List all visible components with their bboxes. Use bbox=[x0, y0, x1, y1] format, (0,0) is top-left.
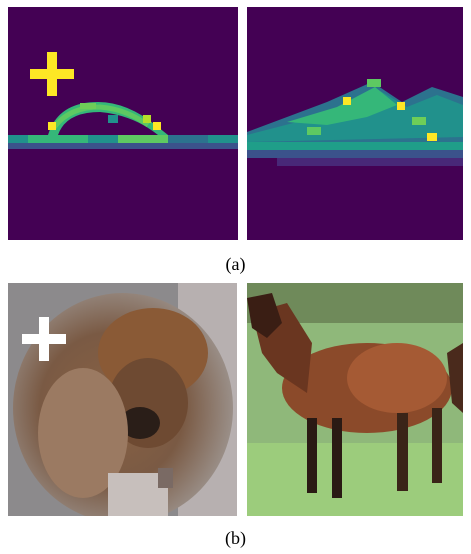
heatmap-sneaker bbox=[247, 7, 463, 240]
plus-icon bbox=[22, 317, 66, 361]
caption-a: (a) bbox=[225, 254, 246, 274]
plus-icon bbox=[30, 52, 74, 96]
photo-dog bbox=[8, 283, 237, 516]
caption-b: (b) bbox=[225, 528, 246, 548]
photo-horse bbox=[247, 283, 463, 516]
heatmap-sandal bbox=[8, 7, 238, 240]
